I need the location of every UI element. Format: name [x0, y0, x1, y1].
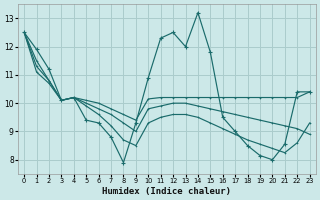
X-axis label: Humidex (Indice chaleur): Humidex (Indice chaleur): [102, 187, 231, 196]
